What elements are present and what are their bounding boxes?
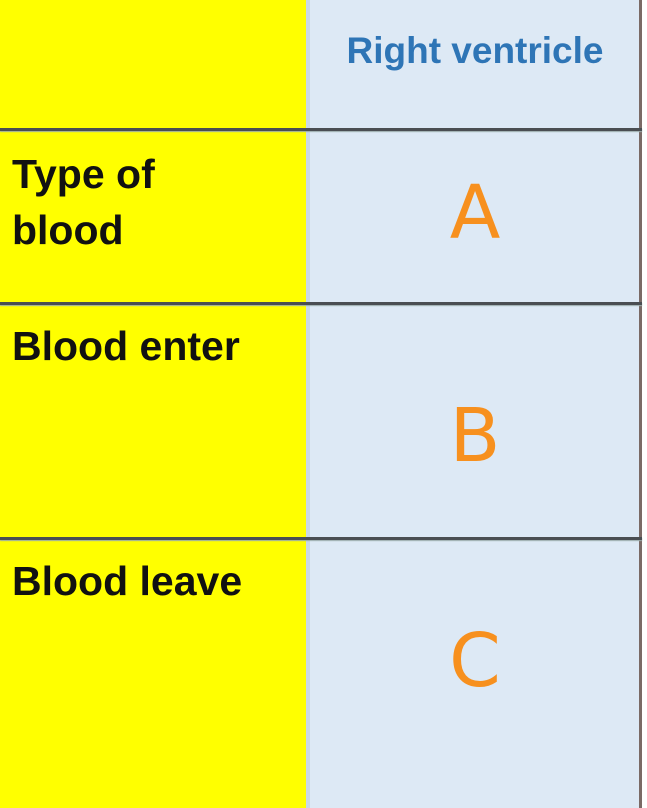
answer-c: C <box>449 618 501 704</box>
answer-a: A <box>449 170 501 256</box>
row-label-blood-leave: Blood leave <box>12 558 243 604</box>
answer-b: B <box>449 393 501 479</box>
row-divider <box>0 537 642 540</box>
row-divider <box>0 302 642 305</box>
label-column <box>0 0 308 808</box>
row-divider <box>0 128 642 131</box>
column-header-right-ventricle: Right ventricle <box>346 30 604 71</box>
column-divider <box>306 0 310 808</box>
answer-column <box>310 0 640 808</box>
table-right-border <box>639 0 642 808</box>
row-label-type-of-blood: Type of blood <box>12 151 155 253</box>
row-label-blood-enter: Blood enter <box>12 323 240 369</box>
